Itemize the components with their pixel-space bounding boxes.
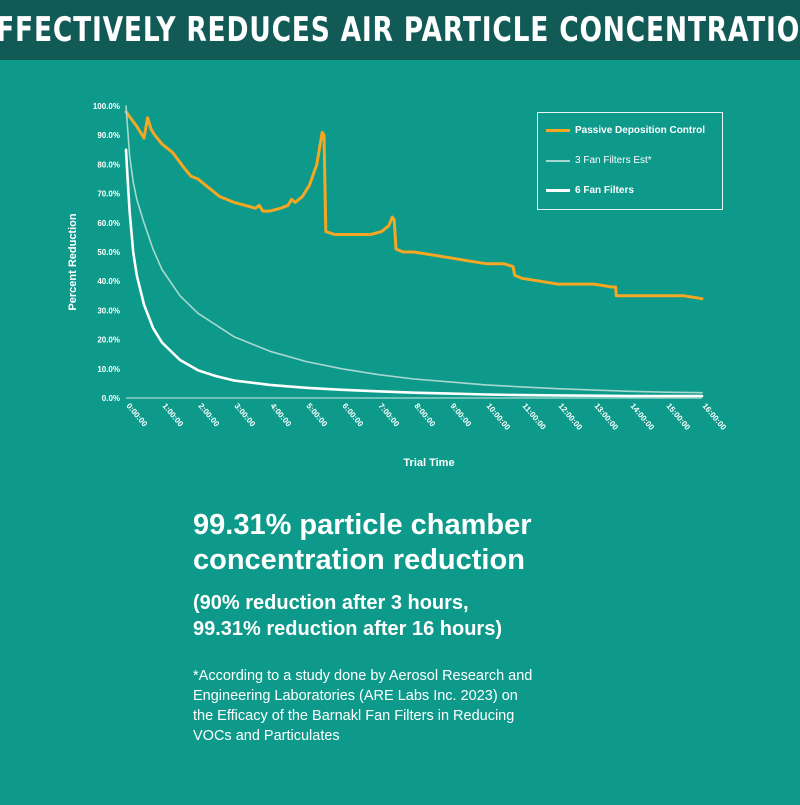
headline-line-1: 99.31% particle chamber xyxy=(193,509,532,541)
x-tick-label: 3:00:00 xyxy=(232,402,257,429)
legend-item-3-fan: 3 Fan Filters Est* xyxy=(546,155,652,166)
subtitle-line-2: 99.31% reduction after 16 hours) xyxy=(193,618,502,640)
footnote-line-1: *According to a study done by Aerosol Re… xyxy=(193,668,533,684)
legend-label-passive: Passive Deposition Control xyxy=(575,125,706,136)
y-tick-label: 100.0% xyxy=(93,102,120,111)
y-tick-label: 20.0% xyxy=(97,336,120,345)
x-tick-label: 9:00:00 xyxy=(448,402,473,429)
y-tick-label: 50.0% xyxy=(97,248,120,257)
x-tick-label: 7:00:00 xyxy=(376,402,401,429)
x-tick-label: 1:00:00 xyxy=(160,402,185,429)
legend-swatch-3-fan xyxy=(546,159,570,162)
x-axis-title: Trial Time xyxy=(403,457,454,469)
legend-item-6-fan: 6 Fan Filters xyxy=(546,185,634,196)
series-line-passive-deposition xyxy=(124,110,704,301)
x-tick-label: 12:00:00 xyxy=(556,402,584,433)
x-tick-label: 15:00:00 xyxy=(664,402,692,433)
x-tick-label: 6:00:00 xyxy=(340,402,365,429)
y-tick-label: 80.0% xyxy=(97,160,120,169)
footnote-line-3: the Efficacy of the Barnakl Fan Filters … xyxy=(193,708,515,724)
y-tick-label: 0.0% xyxy=(102,394,120,403)
x-tick-label: 4:00:00 xyxy=(268,402,293,429)
series-line-6-fan-filters xyxy=(124,148,704,398)
x-tick-label: 14:00:00 xyxy=(628,402,656,433)
legend-swatch-6-fan xyxy=(546,189,570,192)
x-tick-label: 13:00:00 xyxy=(592,402,620,433)
x-tick-label: 0:00:00 xyxy=(124,402,149,429)
x-tick-label: 16:00:00 xyxy=(700,402,728,433)
legend-label-6-fan: 6 Fan Filters xyxy=(575,185,634,196)
subtitle-line-1: (90% reduction after 3 hours, xyxy=(193,592,469,614)
chart-series xyxy=(124,105,704,398)
headline-line-2: concentration reduction xyxy=(193,544,525,576)
x-tick-label: 8:00:00 xyxy=(412,402,437,429)
y-tick-label: 10.0% xyxy=(97,365,120,374)
footnote-line-2: Engineering Laboratories (ARE Labs Inc. … xyxy=(193,688,518,704)
legend-item-passive: Passive Deposition Control xyxy=(546,125,705,136)
x-tick-label: 10:00:00 xyxy=(484,402,512,433)
y-tick-label: 90.0% xyxy=(97,131,120,140)
y-tick-label: 40.0% xyxy=(97,277,120,286)
chart-legend: Passive Deposition Control 3 Fan Filters… xyxy=(537,112,723,210)
legend-swatch-passive xyxy=(546,129,570,132)
result-headline: 99.31% particle chamber concentration re… xyxy=(193,508,753,578)
series-line-3-fan-filters xyxy=(125,105,703,394)
y-tick-label: 30.0% xyxy=(97,306,120,315)
footnote-line-4: VOCs and Particulates xyxy=(193,728,340,744)
x-tick-label: 11:00:00 xyxy=(520,402,548,432)
y-tick-label: 60.0% xyxy=(97,219,120,228)
y-tick-label: 70.0% xyxy=(97,190,120,199)
x-tick-label: 5:00:00 xyxy=(304,402,329,429)
study-footnote: *According to a study done by Aerosol Re… xyxy=(193,666,753,746)
title-banner: Effectively Reduces Air Particle Concent… xyxy=(0,0,800,60)
legend-label-3-fan: 3 Fan Filters Est* xyxy=(575,155,652,166)
reduction-line-chart: 0.0% 10.0% 20.0% 30.0% 40.0% 50.0% 60.0% 70.0% 8… xyxy=(67,102,728,469)
result-subtitle: (90% reduction after 3 hours, 99.31% red… xyxy=(193,590,753,642)
x-tick-label: 2:00:00 xyxy=(196,402,221,429)
y-axis-title: Percent Reduction xyxy=(67,213,79,310)
page-title: Effectively Reduces Air Particle Concent… xyxy=(0,10,800,50)
